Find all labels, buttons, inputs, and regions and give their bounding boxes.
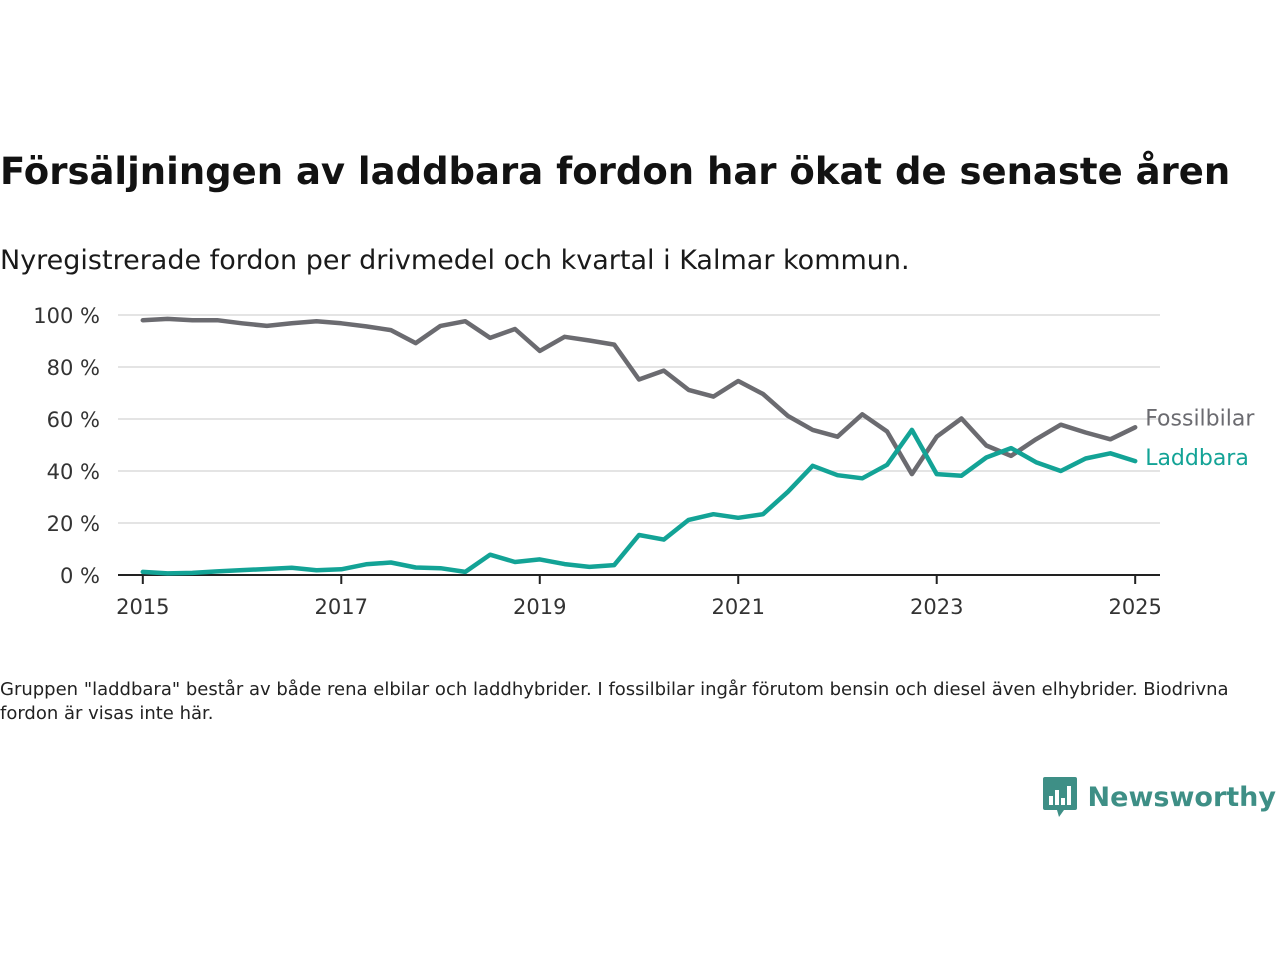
x-tick-label: 2019	[513, 595, 566, 619]
y-tick-label: 100 %	[33, 304, 100, 328]
logo-text: Newsworthy	[1087, 781, 1276, 813]
x-tick-label: 2023	[910, 595, 963, 619]
series-labels: Fossilbilar Laddbara	[1145, 406, 1255, 471]
y-tick-label: 20 %	[47, 512, 100, 536]
footnote: Gruppen "laddbara" består av både rena e…	[0, 679, 1229, 724]
bar-chart-bubble-icon	[1042, 777, 1077, 817]
x-tick-label: 2021	[712, 595, 765, 619]
y-tick-label: 80 %	[47, 356, 100, 380]
x-tick-label: 2015	[116, 595, 169, 619]
series-line-laddbara	[140, 427, 1138, 576]
chart-title: Försäljningen av laddbara fordon har öka…	[0, 150, 1231, 193]
x-tick-label: 2017	[315, 595, 368, 619]
line-chart: 0 % 20 % 40 % 60 % 80 % 100 % 2015 2017 2019 2021…	[33, 304, 1255, 619]
gridlines	[118, 314, 1160, 524]
newsworthy-logo: Newsworthy	[1042, 776, 1276, 818]
axes: 0 % 20 % 40 % 60 % 80 % 100 % 2015 2017 2019 2021…	[33, 304, 1162, 619]
series-lines	[140, 316, 1138, 576]
y-tick-label: 0 %	[60, 564, 100, 588]
y-tick-label: 40 %	[47, 460, 100, 484]
y-tick-label: 60 %	[47, 408, 100, 432]
series-label-laddbara: Laddbara	[1145, 446, 1249, 471]
x-tick-label: 2025	[1108, 595, 1161, 619]
series-label-fossilbilar: Fossilbilar	[1145, 406, 1255, 431]
chart-subtitle: Nyregistrerade fordon per drivmedel och …	[0, 245, 910, 276]
series-line-fossilbilar	[140, 316, 1138, 477]
